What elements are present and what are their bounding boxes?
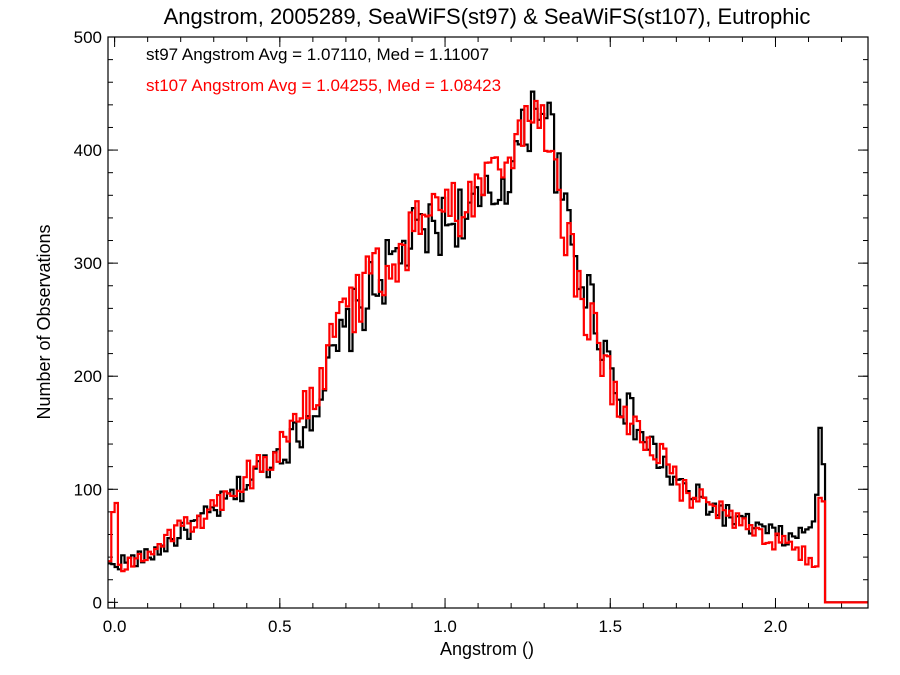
x-tick-label: 0.5 — [268, 617, 292, 636]
tick-labels: 0.0 0.5 1.0 1.5 2.0 0 100 200 300 400 500 — [74, 28, 788, 636]
plot-frame — [107, 36, 869, 609]
y-tick-label: 300 — [74, 254, 102, 273]
y-tick-label: 200 — [74, 367, 102, 386]
y-axis-label: Number of Observations — [34, 224, 54, 419]
x-tick-label: 1.5 — [598, 617, 622, 636]
x-tick-label: 2.0 — [764, 617, 788, 636]
series-layer — [108, 90, 868, 604]
y-tick-label: 0 — [93, 593, 102, 612]
axis-ticks — [108, 36, 868, 608]
st107-stats-label: st107 Angstrom Avg = 1.04255, Med = 1.08… — [146, 76, 501, 95]
x-tick-label: 0.0 — [103, 617, 127, 636]
y-tick-label: 500 — [74, 28, 102, 47]
x-axis-label: Angstrom () — [440, 639, 534, 659]
chart-title: Angstrom, 2005289, SeaWiFS(st97) & SeaWi… — [164, 4, 811, 29]
st97-stats-label: st97 Angstrom Avg = 1.07110, Med = 1.110… — [146, 45, 489, 64]
y-tick-label: 100 — [74, 480, 102, 499]
series-line-st97 — [108, 90, 868, 604]
x-tick-label: 1.0 — [433, 617, 457, 636]
y-tick-label: 400 — [74, 141, 102, 160]
series-line-st107 — [108, 99, 868, 604]
